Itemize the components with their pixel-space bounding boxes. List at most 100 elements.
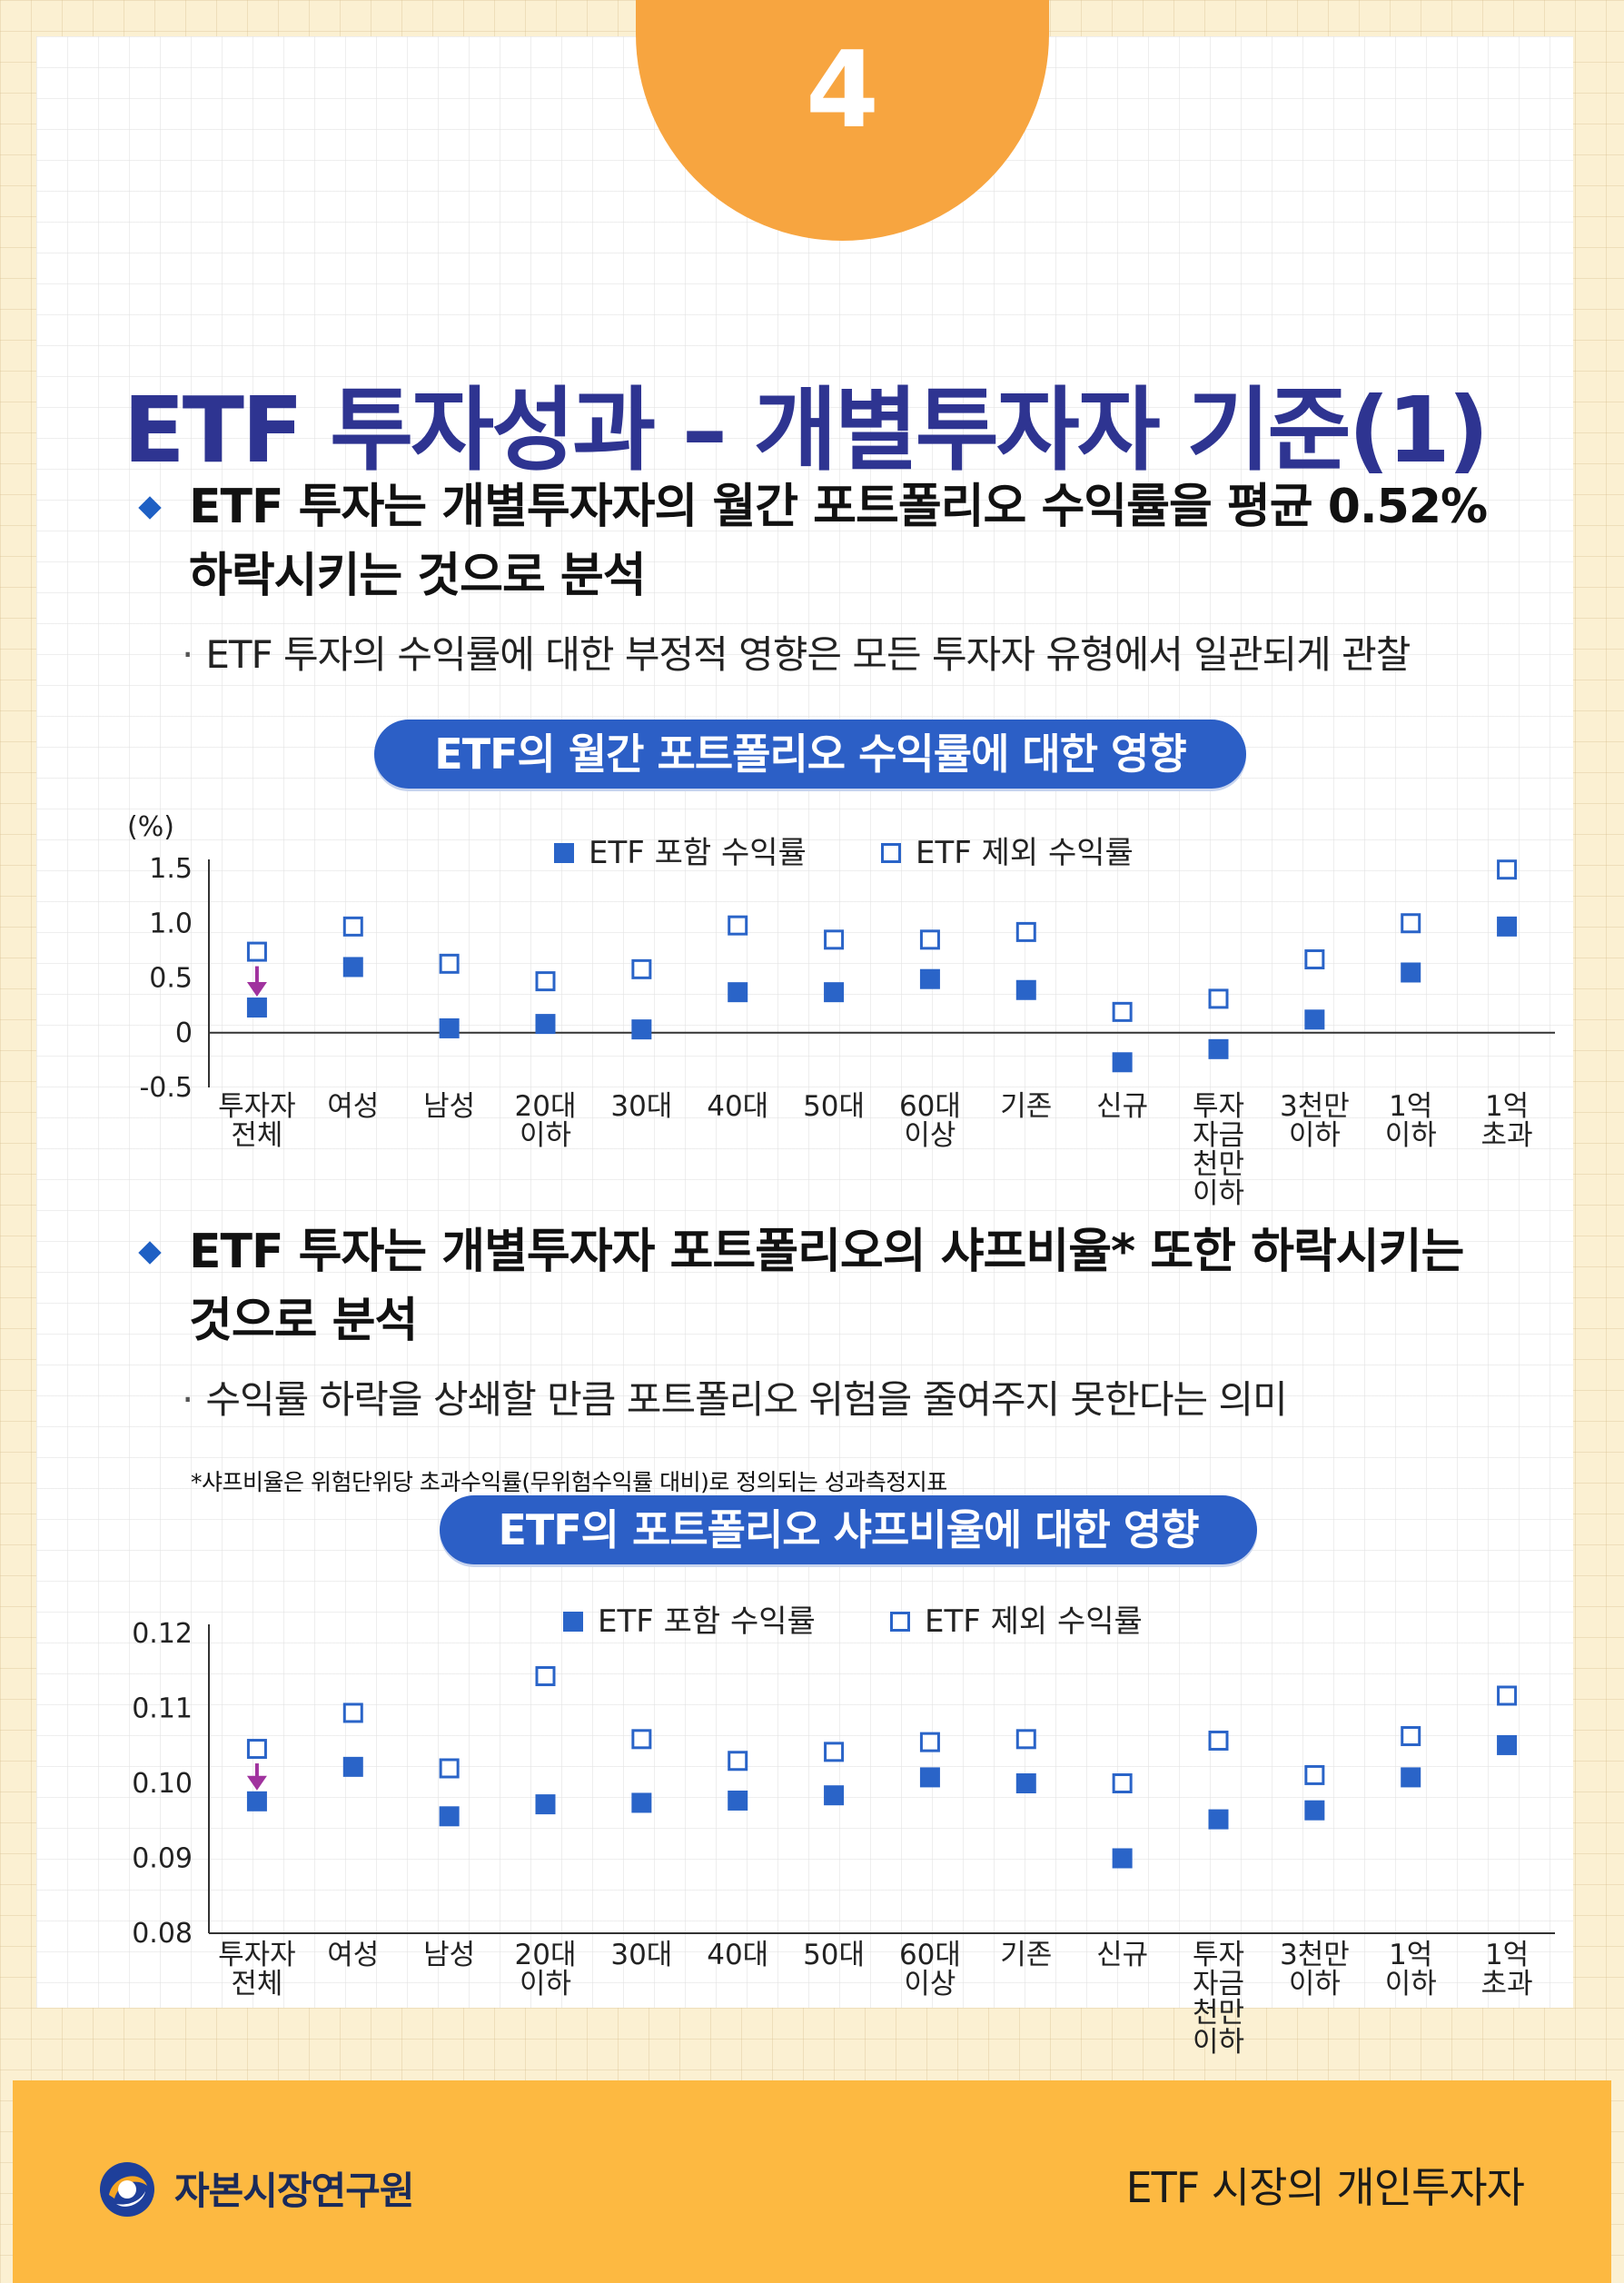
- section2-bullet: ETF 투자는 개별투자자 포트폴리오의 샤프비율* 또한 하락시키는 것으로 …: [134, 1217, 1588, 1355]
- point-etf-excluded: [728, 1751, 748, 1772]
- x-tick-label: 3천만 이하: [1280, 1939, 1350, 2000]
- content-card: 4 ETF 투자성과 – 개별투자자 기준(1) ETF 투자는 개별투자자의 …: [36, 0, 1573, 2059]
- page-number-badge: 4: [636, 0, 1049, 241]
- chart2-title-pill: ETF의 포트폴리오 샤프비율에 대한 영향: [440, 1495, 1257, 1564]
- monthly-return-chart: (%) 1.5 1.0 0.5 0 -0.5 투자자 전체 여성 남성 20대 이하 30대 40대 50대…: [127, 811, 1555, 1210]
- legend-label: ETF 포함 수익률: [589, 835, 807, 871]
- chart-legend: ETF 포함 수익률 ETF 제외 수익률: [563, 1603, 1143, 1640]
- point-etf-excluded: [824, 929, 845, 950]
- point-etf-included: [246, 1791, 267, 1812]
- x-tick-label: 투자 자금 천만 이하: [1193, 1090, 1244, 1210]
- kcmi-logo-icon: [100, 2162, 154, 2217]
- x-tick-label: 투자자 전체: [218, 1939, 296, 2000]
- x-tick-label: 20대 이하: [515, 1090, 577, 1152]
- point-etf-included: [1208, 1038, 1229, 1059]
- sharpe-footnote: *샤프비율은 위험단위당 초과수익률(무위험수익률 대비)로 정의되는 성과측정…: [191, 1469, 947, 1495]
- point-etf-excluded: [1401, 1726, 1421, 1747]
- point-etf-excluded: [1112, 1001, 1133, 1022]
- point-etf-included: [1497, 1734, 1518, 1755]
- point-etf-included: [1401, 962, 1421, 983]
- x-tick-label: 1억 이하: [1385, 1090, 1437, 1152]
- x-tick-label: 여성: [327, 1939, 379, 1971]
- point-etf-excluded: [1304, 1764, 1325, 1785]
- x-tick-label: 기존: [1000, 1090, 1052, 1123]
- section1-sub: · ETF 투자의 수익률에 대한 부정적 영향은 모든 투자자 유형에서 일관되…: [182, 624, 1411, 680]
- sharpe-ratio-chart: 0.12 0.11 0.10 0.09 0.08 투자자 전체 여성 남성 20대 이하 30대 40대…: [132, 1603, 1555, 2059]
- y-tick-label: 0.5: [149, 963, 193, 995]
- point-etf-included: [535, 1794, 556, 1815]
- section1-bullet: ETF 투자는 개별투자자의 월간 포트폴리오 수익률을 평균 0.52% 하락…: [134, 472, 1588, 610]
- point-etf-included: [1112, 1848, 1133, 1869]
- x-tick-label: 1억 초과: [1481, 1090, 1533, 1152]
- x-tick-label: 40대: [707, 1939, 768, 1971]
- point-etf-excluded: [919, 929, 940, 950]
- x-tick-label: 여성: [327, 1090, 379, 1123]
- point-etf-included: [1401, 1767, 1421, 1788]
- x-tick-label: 60대 이상: [899, 1090, 961, 1152]
- x-tick-label: 1억 이하: [1385, 1939, 1437, 2000]
- point-etf-excluded: [824, 1742, 845, 1762]
- y-tick-label: 0.10: [132, 1768, 193, 1800]
- point-etf-included: [631, 1019, 652, 1040]
- sub-bullet-dot-icon: ·: [182, 632, 193, 677]
- legend-filled-square-icon: [554, 843, 574, 863]
- point-etf-included: [342, 1756, 363, 1777]
- section2-sub: · 수익률 하락을 상쇄할 만큼 포트폴리오 위험을 줄여주지 못한다는 의미: [182, 1369, 1288, 1424]
- point-etf-excluded: [342, 1702, 363, 1723]
- x-tick-label: 60대 이상: [899, 1939, 961, 2000]
- section1-bullet-line2: 하락시키는 것으로 분석: [189, 549, 647, 603]
- legend-hollow-square-icon: [890, 1612, 910, 1632]
- y-tick-label: 1.5: [149, 853, 193, 885]
- point-etf-excluded: [1208, 988, 1229, 1009]
- point-etf-included: [728, 982, 748, 1003]
- x-tick-label: 20대 이하: [515, 1939, 577, 2000]
- section1-bullet-line1: ETF 투자는 개별투자자의 월간 포트폴리오 수익률을 평균 0.52%: [189, 480, 1488, 534]
- point-etf-included: [1497, 916, 1518, 937]
- footer-publication-title: ETF 시장의 개인투자자: [1125, 2163, 1525, 2212]
- point-etf-excluded: [1015, 1729, 1036, 1750]
- legend-label: ETF 제외 수익률: [925, 1603, 1143, 1640]
- arrow-down-icon: [246, 982, 267, 998]
- point-etf-excluded: [1208, 1730, 1229, 1751]
- section1-sub-text: ETF 투자의 수익률에 대한 부정적 영향은 모든 투자자 유형에서 일관되게…: [205, 632, 1411, 677]
- point-etf-included: [439, 1806, 460, 1827]
- point-etf-excluded: [1015, 921, 1036, 942]
- point-etf-excluded: [439, 953, 460, 974]
- footer-bar: 자본시장연구원 ETF 시장의 개인투자자: [13, 2080, 1611, 2283]
- point-etf-excluded: [1112, 1773, 1133, 1793]
- sub-bullet-dot-icon: ·: [182, 1377, 193, 1422]
- point-etf-excluded: [728, 915, 748, 936]
- x-tick-label: 30대: [610, 1090, 672, 1123]
- chart-legend: ETF 포함 수익률 ETF 제외 수익률: [554, 835, 1134, 871]
- point-etf-excluded: [439, 1758, 460, 1779]
- point-etf-excluded: [246, 1739, 267, 1760]
- y-tick-label: 0: [175, 1017, 193, 1049]
- point-etf-included: [439, 1017, 460, 1038]
- arrow-down-icon: [246, 1775, 267, 1791]
- x-tick-label: 40대: [707, 1090, 768, 1123]
- y-tick-label: 0.11: [132, 1693, 193, 1725]
- x-tick-label: 신규: [1096, 1939, 1148, 1971]
- point-etf-included: [535, 1014, 556, 1035]
- point-etf-excluded: [1304, 949, 1325, 970]
- x-tick-label: 50대: [803, 1090, 865, 1123]
- point-etf-included: [919, 968, 940, 989]
- point-etf-included: [1015, 979, 1036, 1000]
- page-title: ETF 투자성과 – 개별투자자 기준(1): [123, 377, 1489, 483]
- y-tick-label: 0.09: [132, 1843, 193, 1875]
- x-tick-label: 기존: [1000, 1939, 1052, 1971]
- y-tick-label: 1.0: [149, 908, 193, 939]
- logo-text: 자본시장연구원: [174, 2169, 414, 2213]
- y-tick-label: -0.5: [139, 1072, 193, 1104]
- x-tick-label: 30대: [610, 1939, 672, 1971]
- point-etf-included: [631, 1792, 652, 1813]
- x-tick-label: 1억 초과: [1481, 1939, 1533, 2000]
- legend-hollow-square-icon: [881, 843, 901, 863]
- x-tick-label: 남성: [423, 1939, 475, 1971]
- x-tick-label: 3천만 이하: [1280, 1090, 1350, 1152]
- point-etf-excluded: [631, 958, 652, 979]
- x-tick-label: 투자 자금 천만 이하: [1193, 1939, 1244, 2059]
- y-tick-label: 0.12: [132, 1618, 193, 1650]
- point-etf-excluded: [246, 941, 267, 962]
- point-etf-included: [919, 1767, 940, 1788]
